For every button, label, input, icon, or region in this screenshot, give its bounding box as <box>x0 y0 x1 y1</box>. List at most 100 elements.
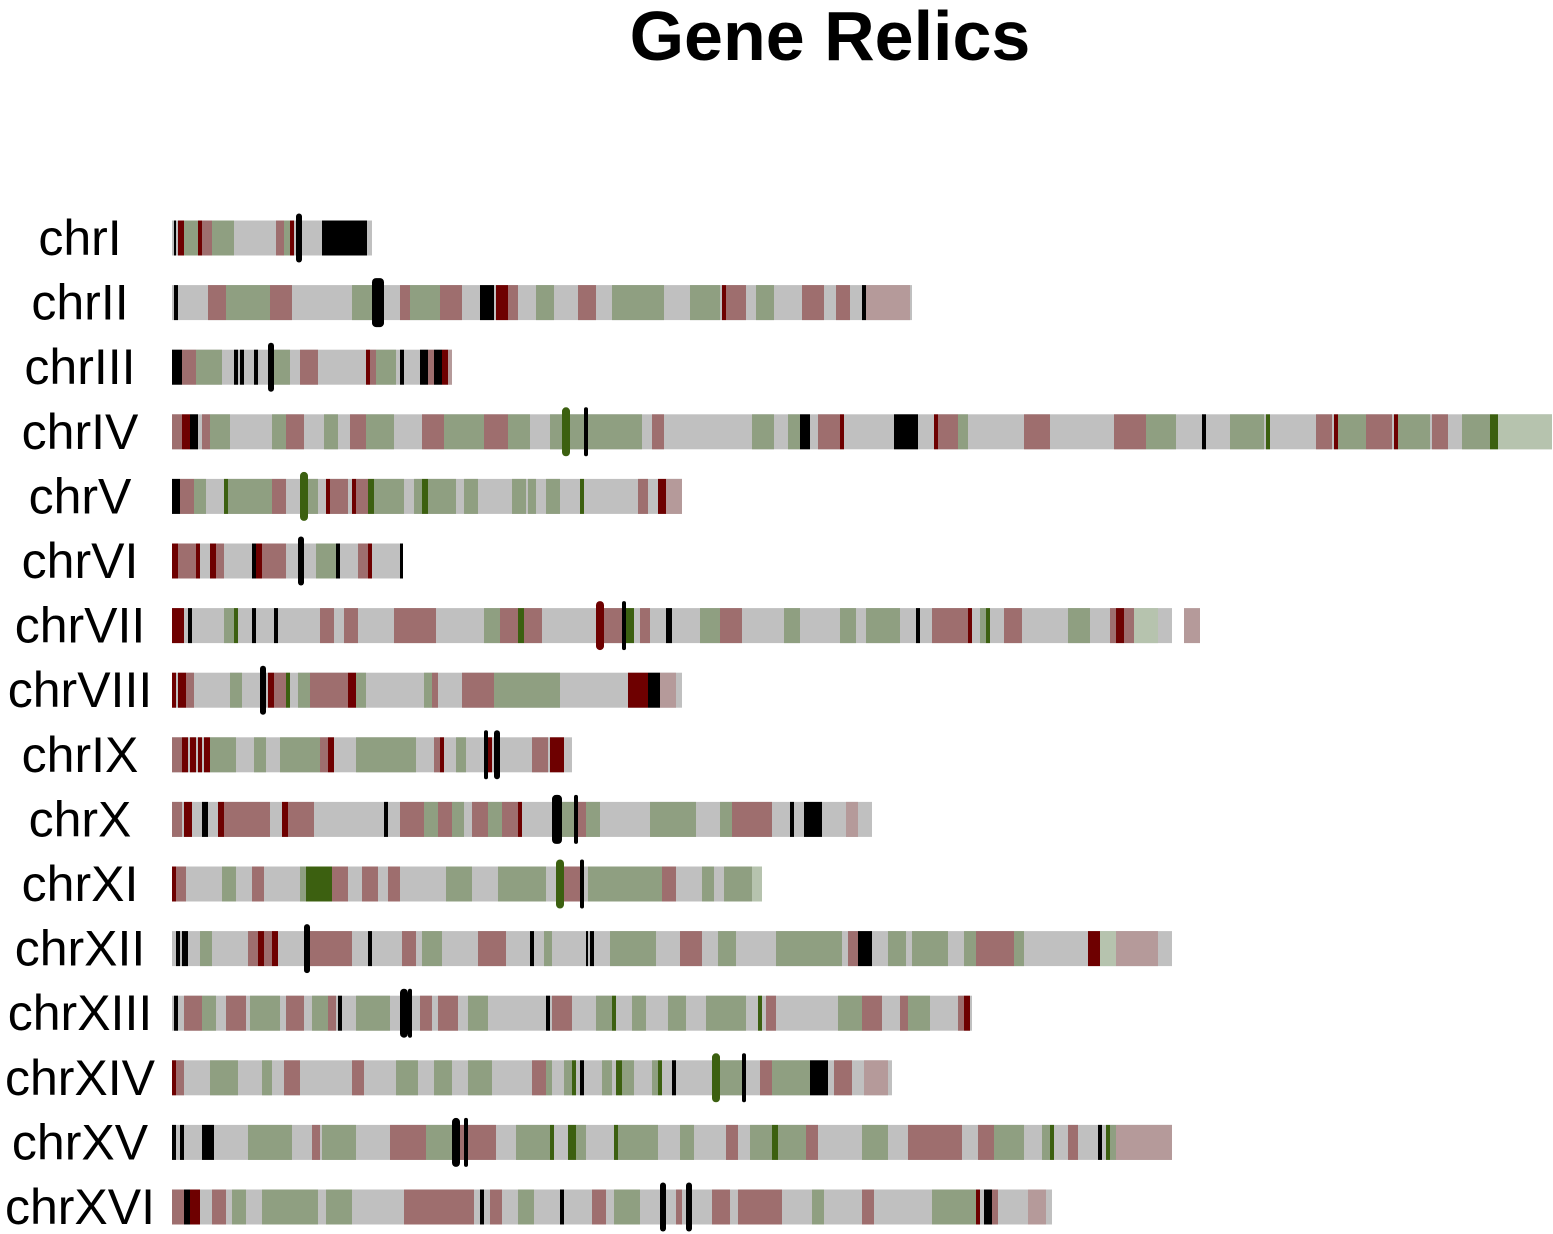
relic-segment <box>310 931 352 967</box>
relic-segment <box>202 414 210 450</box>
relic-segment <box>182 349 196 385</box>
chromosome-row-chrVIII: chrVIII <box>8 662 682 718</box>
relic-marker <box>372 278 384 328</box>
relic-segment <box>218 801 224 837</box>
relic-segment <box>336 220 352 256</box>
relic-segment <box>690 285 720 321</box>
relic-segment <box>616 1060 622 1096</box>
relic-segment <box>976 1189 980 1225</box>
relic-marker <box>580 859 584 909</box>
relic-segment <box>490 1189 502 1225</box>
relic-segment <box>210 737 236 773</box>
relic-segment <box>308 478 318 514</box>
relic-segment <box>270 285 292 321</box>
relic-segment <box>1394 414 1398 450</box>
relic-segment <box>578 801 586 837</box>
relic-segment <box>394 608 436 644</box>
relic-segment <box>908 995 930 1031</box>
relic-segment <box>446 866 472 902</box>
relic-segment <box>172 608 184 644</box>
relic-marker <box>408 988 412 1038</box>
relic-segment <box>262 543 286 579</box>
relic-segment <box>1432 414 1448 450</box>
chromosome-label: chrXIII <box>8 985 152 1041</box>
relic-segment <box>190 1189 200 1225</box>
relic-segment <box>1028 1189 1046 1225</box>
relic-segment <box>862 995 882 1031</box>
relic-segment <box>352 220 367 256</box>
relic-segment <box>802 285 824 321</box>
relic-segment <box>282 801 288 837</box>
relic-segment <box>1498 414 1552 450</box>
relic-segment <box>866 608 900 644</box>
chromosome-label: chrII <box>31 275 128 331</box>
relic-segment <box>1050 1124 1054 1160</box>
relic-marker <box>296 213 302 263</box>
relic-segment <box>284 220 290 256</box>
relic-segment <box>320 608 334 644</box>
relic-segment <box>964 995 970 1031</box>
relic-segment <box>586 931 588 967</box>
relic-segment <box>328 737 334 773</box>
relic-segment <box>460 1124 464 1160</box>
chromosome-row-chrVII: chrVII <box>15 598 1200 654</box>
relic-marker <box>552 794 562 844</box>
relic-segment <box>464 478 478 514</box>
relic-segment <box>512 478 526 514</box>
relic-segment <box>790 801 794 837</box>
relic-segment <box>434 349 442 385</box>
relic-segment <box>320 737 328 773</box>
relic-segment <box>188 608 192 644</box>
relic-segment <box>396 1060 418 1096</box>
relic-segment <box>272 478 286 514</box>
relic-segment <box>576 1124 586 1160</box>
relic-segment <box>612 285 638 321</box>
relic-segment <box>1230 414 1264 450</box>
relic-segment <box>300 866 306 902</box>
relic-segment <box>524 608 542 644</box>
relic-segment <box>938 414 958 450</box>
relic-segment <box>1146 414 1176 450</box>
relic-marker <box>452 1117 460 1167</box>
relic-segment <box>322 220 336 256</box>
relic-segment <box>614 1124 618 1160</box>
relic-segment <box>722 285 726 321</box>
relic-segment <box>176 866 186 902</box>
chromosome-backbone <box>172 1189 1052 1225</box>
relic-marker <box>268 342 274 392</box>
chromosome-row-chrXIV: chrXIV <box>5 1050 892 1106</box>
relic-segment <box>750 1124 772 1160</box>
relic-segment <box>500 608 518 644</box>
relic-segment <box>330 478 348 514</box>
chromosome-rows: chrI chrII chrIII chrIV chrV chrVI chrVII chrVI… <box>5 210 1552 1234</box>
relic-segment <box>262 1060 272 1096</box>
relic-segment <box>612 995 616 1031</box>
relic-segment <box>182 931 188 967</box>
relic-segment <box>840 414 844 450</box>
relic-segment <box>336 543 340 579</box>
relic-segment <box>228 478 272 514</box>
relic-segment <box>848 931 858 967</box>
relic-segment <box>184 995 202 1031</box>
relic-segment <box>202 220 212 256</box>
chromosome-label: chrX <box>29 791 132 847</box>
relic-segment <box>720 801 732 837</box>
relic-segment <box>198 220 202 256</box>
relic-segment <box>234 349 238 385</box>
relic-segment <box>700 608 720 644</box>
relic-marker <box>622 601 626 651</box>
relic-segment <box>472 801 488 837</box>
relic-segment <box>204 737 210 773</box>
chart-title: Gene Relics <box>629 0 1031 75</box>
relic-segment <box>172 866 176 902</box>
relic-segment <box>306 866 332 902</box>
relic-segment <box>532 737 548 773</box>
relic-segment <box>196 543 200 579</box>
relic-segment <box>222 866 236 902</box>
relic-segment <box>172 349 182 385</box>
relic-segment <box>916 608 920 644</box>
relic-segment <box>368 543 372 579</box>
chromosome-row-chrX: chrX <box>29 791 872 847</box>
relic-segment <box>570 414 584 450</box>
relic-segment <box>414 478 422 514</box>
